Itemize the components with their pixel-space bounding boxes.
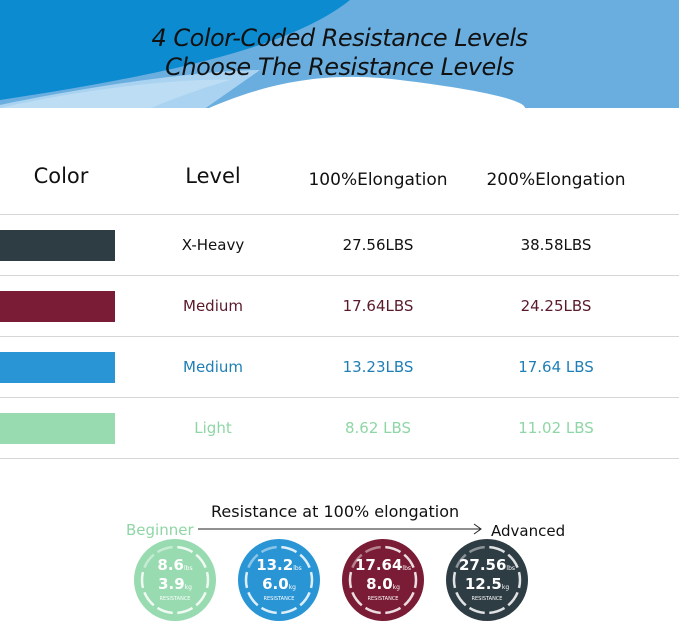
badge-kg: 6.0 [262, 575, 289, 593]
badge-lbs-unit: lbs [293, 565, 302, 572]
elongation-200-cell: 24.25LBS [520, 297, 592, 315]
divider [0, 214, 679, 215]
badge-lbs: 27.56 [458, 556, 507, 574]
elongation-100-cell: 13.23LBS [342, 358, 414, 376]
elongation-200-cell: 17.64 LBS [518, 358, 594, 376]
dial-ring-icon [348, 545, 418, 615]
elongation-100-cell: 27.56LBS [342, 236, 414, 254]
color-swatch [0, 291, 115, 322]
dial-ring-icon [140, 545, 210, 615]
level-cell: Medium [183, 297, 243, 315]
divider [0, 458, 679, 459]
banner-wave-background [0, 0, 679, 112]
divider [0, 336, 679, 337]
header-banner: 4 Color-Coded Resistance Levels Choose T… [0, 0, 679, 112]
badge-lbs-unit: lbs [506, 565, 516, 572]
badge-lbs-unit: lbs [402, 565, 412, 572]
color-swatch [0, 230, 115, 261]
badge-label: RESISTANCE [159, 596, 191, 602]
badge-lbs-unit: lbs [183, 565, 193, 572]
banner-title-line2: Choose The Resistance Levels [165, 53, 514, 81]
elongation-200-cell: 38.58LBS [520, 236, 592, 254]
banner-title-line1: 4 Color-Coded Resistance Levels [151, 24, 528, 52]
scale-start-label: Beginner [126, 521, 194, 539]
elongation-100-cell: 17.64LBS [342, 297, 414, 315]
scale-end-label: Advanced [491, 522, 566, 540]
resistance-badge: 17.64lbs 8.0kg RESISTANCE [342, 539, 424, 621]
level-cell: Medium [183, 358, 243, 376]
badge-kg-unit: kg [184, 584, 192, 591]
badge-lbs: 17.64 [354, 556, 403, 574]
dial-ring-icon [452, 545, 522, 615]
badge-label: RESISTANCE [471, 596, 503, 602]
header-200-elongation: 200%Elongation [486, 170, 626, 190]
elongation-100-cell: 8.62 LBS [344, 419, 412, 437]
badge-kg-unit: kg [501, 584, 510, 591]
level-cell: Light [194, 419, 232, 437]
dial-ring-icon [244, 545, 314, 615]
badge-kg-unit: kg [392, 584, 400, 591]
resistance-badge: 27.56lbs 12.5kg RESISTANCE [446, 539, 528, 621]
badge-kg-unit: kg [288, 584, 296, 591]
badge-kg: 12.5 [464, 575, 502, 593]
badge-kg: 3.9 [158, 575, 185, 593]
color-swatch [0, 352, 115, 383]
badge-label: RESISTANCE [263, 596, 295, 602]
scale-arrow-icon [198, 523, 482, 535]
header-100-elongation: 100%Elongation [308, 170, 448, 190]
header-color: Color [33, 164, 89, 188]
elongation-200-cell: 11.02 LBS [518, 419, 594, 437]
badge-kg: 8.0 [366, 575, 393, 593]
scale-title: Resistance at 100% elongation [211, 502, 460, 521]
color-swatch [0, 413, 115, 444]
badge-label: RESISTANCE [367, 596, 399, 602]
header-level: Level [185, 164, 241, 188]
divider [0, 397, 679, 398]
resistance-badge: 13.2lbs 6.0kg RESISTANCE [238, 539, 320, 621]
badge-lbs: 8.6 [157, 556, 184, 574]
divider [0, 275, 679, 276]
resistance-badge: 8.6lbs 3.9kg RESISTANCE [134, 539, 216, 621]
badge-lbs: 13.2 [256, 556, 294, 574]
level-cell: X-Heavy [181, 236, 245, 254]
